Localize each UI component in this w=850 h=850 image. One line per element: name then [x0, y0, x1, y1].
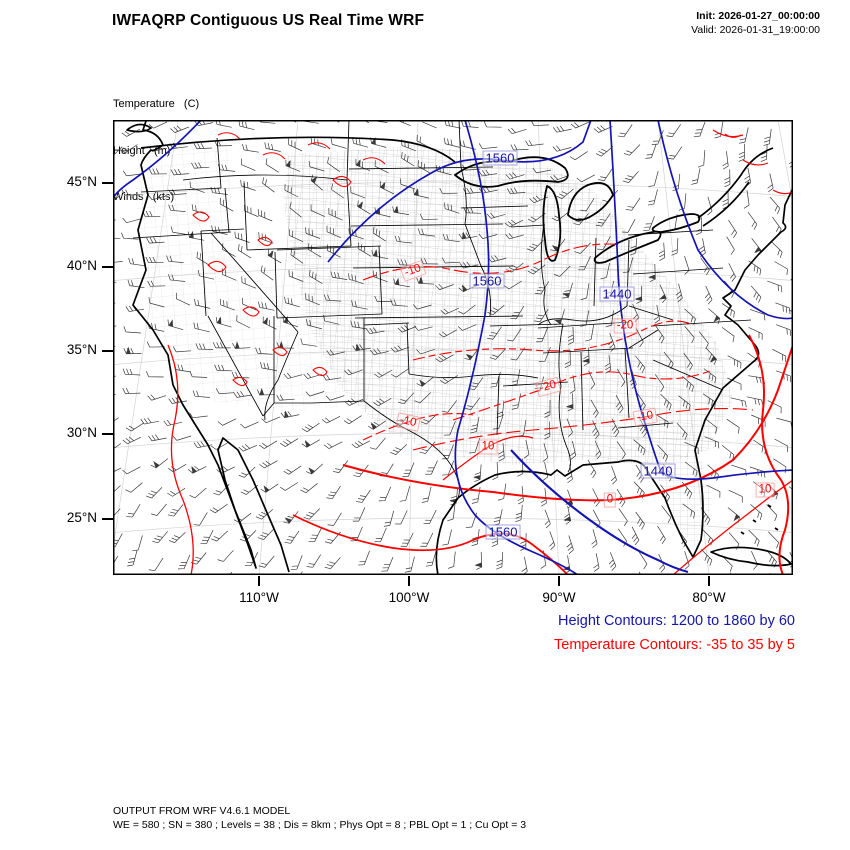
- latitude-tick-label: 25°N: [66, 510, 97, 525]
- legend-temperature: Temperature (C): [113, 98, 200, 110]
- longitude-tick-label: 100°W: [388, 590, 430, 605]
- latitude-tick-label: 30°N: [66, 425, 97, 440]
- latitude-tick: [102, 182, 113, 184]
- temp-contour-label: 0: [603, 492, 617, 508]
- height-contour-label: 1440: [599, 286, 635, 302]
- temperature-contours: [167, 129, 792, 574]
- longitude-tick-label: 90°W: [542, 590, 576, 605]
- valid-timestamp: Valid: 2026-01-31_19:00:00: [691, 24, 820, 36]
- height-contour-label: 1560: [482, 150, 518, 166]
- coastlines: [126, 121, 792, 574]
- longitude-tick: [708, 576, 710, 586]
- init-timestamp: Init: 2026-01-27_00:00:00: [696, 10, 820, 22]
- map-frame: [113, 120, 793, 575]
- height-contours: [114, 121, 792, 574]
- wind-barbs: [114, 121, 792, 574]
- longitude-tick: [558, 576, 560, 586]
- temp-contour-label: 10: [755, 482, 775, 498]
- temperature-contour-range: Temperature Contours: -35 to 35 by 5: [554, 636, 795, 653]
- temp-contour-label: 10: [478, 439, 498, 455]
- great-lakes: [454, 156, 701, 264]
- model-info: OUTPUT FROM WRF V4.6.1 MODEL WE = 580 ; …: [113, 804, 526, 832]
- model-version-line: OUTPUT FROM WRF V4.6.1 MODEL: [113, 805, 291, 817]
- latitude-tick: [102, 518, 113, 520]
- contour-info: Height Contours: 1200 to 1860 by 60 Temp…: [554, 610, 795, 657]
- longitude-tick: [258, 576, 260, 586]
- map-plot-area: 45°N 40°N 35°N 30°N 25°N 110°W 100°W 90°W 80°W 15…: [67, 120, 793, 605]
- latitude-tick: [102, 350, 113, 352]
- longitude-tick: [408, 576, 410, 586]
- page-title: IWFAQRP Contiguous US Real Time WRF: [112, 12, 425, 29]
- height-contour-range: Height Contours: 1200 to 1860 by 60: [558, 613, 795, 629]
- model-config-line: WE = 580 ; SN = 380 ; Levels = 38 ; Dis …: [113, 819, 527, 831]
- longitude-tick-label: 80°W: [692, 590, 726, 605]
- state-borders: [132, 121, 752, 499]
- latitude-tick: [102, 433, 113, 435]
- latitude-tick-label: 40°N: [66, 258, 97, 273]
- longitude-tick-label: 110°W: [239, 590, 279, 605]
- weather-map: [113, 120, 793, 575]
- height-contour-label: 1440: [640, 463, 676, 479]
- latitude-tick-label: 45°N: [66, 174, 97, 189]
- height-contour-label: 1560: [485, 524, 521, 540]
- temp-contour-label: -20: [613, 318, 637, 334]
- height-contour-label: 1560: [469, 273, 505, 289]
- latitude-tick: [102, 266, 113, 268]
- latitude-tick-label: 35°N: [66, 342, 97, 357]
